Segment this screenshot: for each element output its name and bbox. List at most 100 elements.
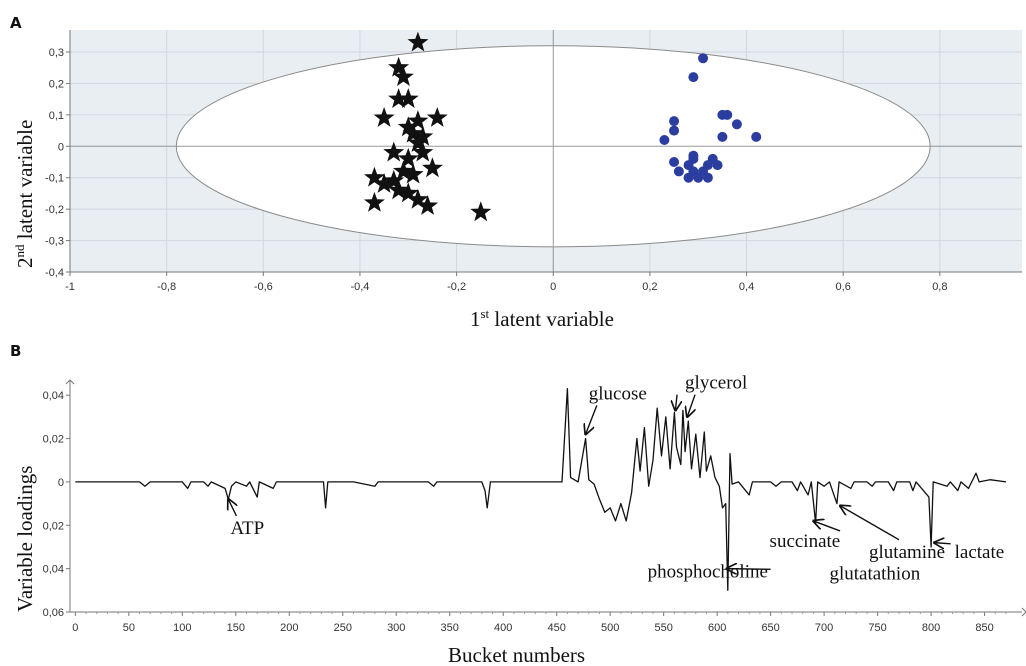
x-tick-label: 500 — [601, 622, 619, 634]
x-tick-label: 0,4 — [739, 281, 754, 293]
star-point — [412, 125, 434, 146]
star-point — [407, 188, 429, 209]
annotation-label: glutatathion — [829, 563, 920, 584]
annotation-label: glycerol — [685, 373, 747, 394]
loadings-line — [75, 388, 1007, 591]
circle-point — [731, 119, 742, 130]
x-tick-label: 250 — [334, 622, 352, 634]
x-tick-label: 550 — [654, 622, 672, 634]
x-tick-label: 400 — [494, 622, 512, 634]
star-point — [470, 201, 492, 222]
y-tick-label: 0,1 — [49, 110, 64, 122]
y-tick-label: 0,3 — [49, 47, 64, 59]
circle-point — [717, 131, 728, 142]
star-point — [412, 141, 434, 162]
x-tick-label: 700 — [815, 622, 833, 634]
y-tick-label: 0,02 — [43, 434, 64, 446]
annotation-label: lactate — [955, 542, 1005, 563]
x-tick-label: 600 — [708, 622, 726, 634]
star-point — [393, 66, 414, 86]
panel-a-tick-labels: -1 -0,8 -0,6 -0,4 -0,2 0 0,2 0,4 0,6 0,8 -0,4 -0,3 -… — [45, 47, 947, 293]
annotation-label: phosphocholine — [648, 561, 768, 582]
panel-b-letter: B — [10, 342, 21, 360]
y-tick-label: 0,04 — [43, 564, 64, 576]
panel-b-axes — [65, 379, 1026, 617]
panel-a-x-axis-title: 1st latent variable — [470, 306, 614, 331]
annotation-arrow — [586, 405, 598, 435]
x-tick-label: 0,2 — [642, 281, 657, 293]
star-point — [407, 132, 429, 152]
x-tick-label: 350 — [441, 622, 459, 634]
star-point — [388, 88, 410, 108]
circle-point — [673, 166, 684, 177]
circle-point — [693, 172, 704, 183]
star-point — [402, 163, 424, 184]
x-tick-label: 0 — [72, 622, 78, 634]
star-point — [422, 157, 443, 178]
annotation-arrow — [934, 543, 951, 544]
star-point — [407, 31, 429, 52]
star-point — [417, 195, 439, 215]
panel-b-annotations: ATP glucose glycerol phosphocholinesuccinat… — [228, 373, 1005, 584]
star-point — [393, 160, 414, 181]
x-tick-label: -0,8 — [157, 281, 176, 293]
circle-point — [669, 116, 680, 127]
star-point — [373, 173, 395, 193]
circle-point — [751, 131, 762, 142]
annotation-label: ATP — [230, 518, 264, 539]
annotation-arrow — [687, 394, 695, 417]
annotation-label: glutamine — [869, 542, 945, 563]
star-point — [364, 166, 385, 187]
annotation-arrow — [813, 521, 841, 532]
x-tick-label: 800 — [922, 622, 940, 634]
x-tick-label: 750 — [868, 622, 886, 634]
x-tick-label: 650 — [761, 622, 779, 634]
x-tick-label: 300 — [387, 622, 405, 634]
panel-b-x-axis-title: Bucket numbers — [448, 643, 585, 666]
star-point — [388, 179, 410, 200]
panel-a-points — [364, 31, 762, 222]
panel-a-axes — [66, 30, 1022, 276]
circle-point — [669, 157, 680, 167]
y-tick-label: 0 — [58, 141, 64, 153]
x-tick-label: 50 — [123, 622, 135, 634]
star-point — [373, 107, 395, 127]
x-tick-label: -0,2 — [447, 281, 466, 293]
star-point — [397, 88, 419, 108]
x-tick-label: -0,6 — [254, 281, 273, 293]
star-point — [397, 116, 419, 137]
x-tick-label: 100 — [173, 622, 191, 634]
x-tick-label: 0,8 — [932, 281, 947, 293]
y-tick-label: 0,06 — [43, 607, 64, 619]
annotation-arrow — [727, 569, 771, 570]
circle-point — [698, 53, 709, 64]
y-tick-label: -0,3 — [45, 236, 64, 248]
star-point — [364, 191, 385, 212]
circle-point — [659, 135, 670, 145]
star-point — [383, 141, 405, 162]
circle-point — [688, 72, 699, 83]
panel-b-tick-labels: 0 50 100 150 200 250 300 350 400 450 500 550 600 650 7… — [43, 390, 994, 634]
x-tick-label: 0,6 — [836, 281, 851, 293]
circle-point — [683, 172, 694, 183]
x-tick-label: 150 — [227, 622, 245, 634]
star-point — [407, 110, 429, 130]
circle-point — [702, 172, 713, 183]
star-point — [397, 147, 419, 168]
y-tick-label: -0,4 — [45, 267, 64, 279]
y-tick-label: 0,2 — [49, 78, 64, 90]
star-point — [402, 122, 424, 143]
y-tick-label: 0,02 — [43, 520, 64, 532]
star-point — [388, 56, 410, 77]
x-tick-label: -1 — [65, 281, 75, 293]
annotation-label: succinate — [770, 531, 841, 552]
circle-point — [712, 160, 723, 171]
star-point — [426, 107, 448, 127]
annotation-arrow — [228, 499, 236, 517]
x-tick-label: 200 — [280, 622, 298, 634]
star-point — [383, 169, 405, 190]
y-tick-label: 0,04 — [43, 390, 64, 402]
circle-point — [717, 109, 728, 120]
x-axis-arrow — [1021, 607, 1026, 617]
